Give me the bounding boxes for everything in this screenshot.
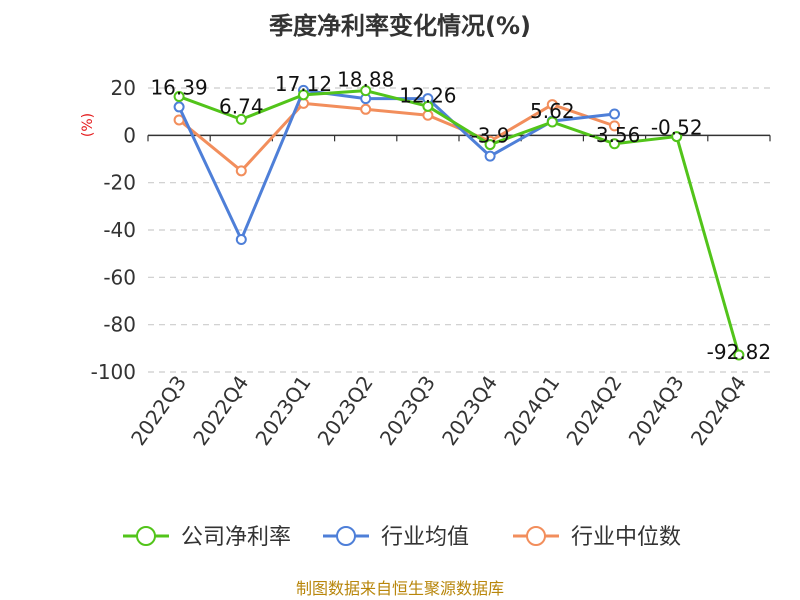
series-point — [671, 131, 683, 143]
y-tick-label: -20 — [103, 171, 136, 195]
x-tick-label: 2023Q3 — [375, 371, 440, 450]
legend-item: 行业均值 — [323, 525, 469, 550]
y-tick-label: -60 — [103, 265, 136, 289]
series-point — [173, 101, 185, 113]
y-tick-label: 20 — [111, 76, 136, 100]
data-label: -3.56 — [589, 123, 641, 147]
series-point — [235, 233, 247, 245]
legend-label: 行业均值 — [381, 525, 469, 550]
x-tick-label: 2022Q4 — [188, 371, 253, 450]
chart-title: 季度净利率变化情况(%) — [269, 12, 531, 40]
x-tick-label: 2023Q2 — [313, 371, 378, 450]
series-point — [609, 108, 620, 120]
data-label: -3.9 — [471, 124, 510, 148]
series-line — [178, 89, 741, 356]
x-tick-label: 2023Q4 — [437, 371, 502, 450]
series-point — [609, 120, 620, 132]
series-point — [546, 99, 558, 111]
series-point — [298, 89, 309, 101]
legend-item: 行业中位数 — [513, 525, 681, 550]
y-ticks: 20 0 -20 -40 -60 -80 -100 — [91, 76, 136, 384]
y-tick-label: -80 — [103, 313, 136, 337]
series-group — [173, 84, 745, 361]
legend-marker — [336, 526, 356, 546]
series-point — [422, 109, 434, 121]
legend-marker — [526, 526, 546, 546]
data-label: 18.88 — [337, 68, 394, 92]
y-axis-label: (%) — [80, 113, 96, 137]
x-tick-label: 2024Q3 — [624, 371, 689, 450]
legend-label: 公司净利率 — [181, 525, 291, 550]
series-point — [235, 165, 247, 177]
x-ticks: 2022Q32022Q42023Q12023Q22023Q32023Q42024… — [126, 371, 751, 450]
series-point — [609, 138, 620, 150]
data-label: 16.39 — [150, 76, 207, 100]
series-point — [484, 139, 496, 151]
series-point — [733, 349, 745, 361]
legend-label: 行业中位数 — [571, 525, 681, 550]
data-label: 6.74 — [219, 94, 264, 118]
series-point — [173, 91, 185, 103]
series-point — [422, 100, 434, 112]
data-label: -0.52 — [651, 116, 703, 140]
legend-marker — [136, 526, 156, 546]
x-tick-label: 2024Q2 — [561, 371, 626, 450]
legend: 公司净利率 行业均值 行业中位数 — [123, 525, 681, 550]
y-tick-label: 0 — [123, 123, 136, 147]
series-point — [546, 116, 558, 128]
data-label: 17.12 — [275, 72, 332, 96]
series-point — [235, 113, 247, 125]
x-tick-label: 2024Q4 — [686, 371, 751, 450]
data-label: 12.26 — [399, 83, 456, 107]
series-line — [178, 101, 615, 173]
data-label: -92.82 — [707, 340, 771, 364]
y-tick-label: -100 — [91, 360, 136, 384]
series-point — [484, 150, 496, 162]
series-point — [360, 103, 372, 115]
data-label: 5.62 — [530, 99, 575, 123]
series-point — [360, 85, 372, 97]
legend-item: 公司净利率 — [123, 525, 291, 550]
source-note: 制图数据来自恒生聚源数据库 — [296, 579, 504, 598]
x-tick-label: 2023Q1 — [250, 371, 315, 450]
grid-lines — [148, 87, 770, 373]
x-tick-label: 2024Q1 — [499, 371, 564, 450]
y-tick-label: -40 — [103, 218, 136, 242]
